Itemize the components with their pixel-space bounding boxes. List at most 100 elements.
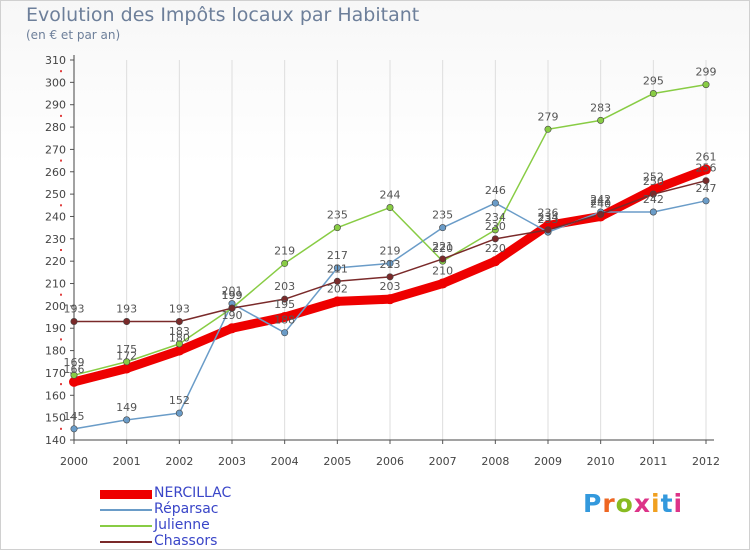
data-point-réparsac (702, 197, 710, 205)
data-label-nercillac: 240 (590, 197, 611, 210)
data-points (69, 81, 711, 433)
data-label-julienne: 199 (222, 289, 243, 302)
y-tick-label: 220 (45, 255, 66, 268)
y-tick-label: 160 (45, 389, 66, 402)
data-point-julienne (386, 204, 394, 212)
data-point-réparsac (123, 416, 131, 424)
legend-item-réparsac: Réparsac (100, 501, 300, 518)
x-tick-label: 2004 (271, 455, 299, 468)
y-minor-mark (60, 114, 62, 117)
x-tick-label: 2002 (165, 455, 193, 468)
y-minor-mark (60, 159, 62, 162)
x-tick-label: 2000 (60, 455, 88, 468)
legend-swatch (100, 525, 152, 527)
y-tick-label: 170 (45, 367, 66, 380)
data-point-réparsac (333, 264, 341, 272)
data-label-chassors: 256 (696, 162, 717, 175)
data-label-chassors: 213 (380, 258, 401, 271)
data-point-nercillac (174, 345, 185, 356)
data-label-julienne: 169 (64, 356, 85, 369)
data-point-nercillac (701, 164, 711, 175)
legend-swatch (100, 509, 152, 511)
y-minor-mark (60, 383, 62, 386)
data-label-nercillac: 195 (274, 298, 295, 311)
data-point-réparsac (281, 329, 289, 337)
data-label-réparsac: 242 (590, 193, 611, 206)
legend: NERCILLAC Réparsac Julienne Chassors (100, 485, 300, 550)
chart-subtitle: (en € et par an) (26, 28, 121, 42)
data-label-julienne: 295 (643, 75, 664, 88)
data-point-chassors (281, 295, 289, 303)
data-point-julienne (597, 116, 605, 124)
data-label-réparsac: 242 (643, 193, 664, 206)
data-point-nercillac (121, 363, 132, 374)
tick-labels: 140 150 160 170 180 190 200 210 220 230 240 250 260 2… (45, 54, 720, 468)
data-point-julienne (175, 340, 183, 348)
data-point-réparsac (649, 208, 657, 216)
logo-letter: i (673, 489, 684, 518)
x-tick-label: 2006 (376, 455, 404, 468)
data-label-nercillac: 220 (485, 242, 506, 255)
data-label-nercillac: 252 (643, 171, 664, 184)
chart-title: Evolution des Impôts locaux par Habitant (26, 4, 420, 26)
legend-label: Réparsac (154, 501, 219, 517)
logo-letter: i (651, 489, 661, 518)
y-minor-mark (60, 70, 62, 73)
y-tick-label: 240 (45, 210, 66, 223)
data-label-réparsac: 246 (485, 184, 506, 197)
data-label-réparsac: 217 (327, 249, 348, 262)
data-point-nercillac (279, 312, 290, 323)
data-point-chassors (228, 304, 236, 312)
y-minor-mark (60, 338, 62, 341)
proxiti-logo: Proxiti (583, 489, 683, 518)
data-point-chassors (439, 255, 447, 263)
data-point-réparsac (386, 259, 394, 267)
data-label-chassors: 250 (643, 175, 664, 188)
data-point-chassors (491, 235, 499, 243)
data-label-réparsac: 201 (222, 285, 243, 298)
axes (60, 55, 714, 444)
data-point-nercillac (332, 296, 343, 307)
data-point-réparsac (175, 409, 183, 417)
data-point-julienne (333, 224, 341, 232)
x-tick-label: 2012 (692, 455, 720, 468)
legend-label: NERCILLAC (154, 485, 232, 501)
data-label-réparsac: 235 (432, 209, 453, 222)
data-labels: 166 172 180 190 195 202 203 210 220 236 240 252 261 1… (64, 66, 717, 423)
data-label-nercillac: 210 (432, 265, 453, 278)
legend-swatch (100, 541, 152, 543)
data-point-chassors (597, 210, 605, 218)
data-label-chassors: 203 (274, 280, 295, 293)
y-tick-label: 150 (45, 412, 66, 425)
data-label-julienne: 220 (432, 242, 453, 255)
data-label-julienne: 299 (696, 66, 717, 79)
y-tick-label: 180 (45, 345, 66, 358)
data-label-chassors: 193 (116, 303, 137, 316)
data-point-julienne (123, 358, 131, 366)
x-tick-label: 2011 (639, 455, 667, 468)
data-point-julienne (70, 371, 78, 379)
data-point-julienne (491, 226, 499, 234)
data-label-nercillac: 202 (327, 282, 348, 295)
y-tick-label: 190 (45, 322, 66, 335)
data-point-nercillac (385, 294, 395, 305)
data-label-réparsac: 149 (116, 401, 137, 414)
data-label-julienne: 244 (380, 189, 401, 202)
x-tick-label: 2010 (587, 455, 615, 468)
legend-swatch (100, 489, 152, 499)
data-label-julienne: 234 (485, 211, 506, 224)
data-point-nercillac (227, 323, 237, 334)
data-label-chassors: 199 (222, 289, 243, 302)
data-point-julienne (281, 259, 289, 267)
data-point-julienne (702, 81, 710, 89)
legend-label: Chassors (154, 533, 218, 549)
data-point-nercillac (490, 256, 501, 267)
data-label-chassors: 211 (327, 262, 348, 275)
data-point-réparsac (70, 425, 78, 433)
data-point-chassors (544, 226, 552, 234)
logo-letter: o (615, 489, 634, 518)
data-label-julienne: 235 (327, 209, 348, 222)
y-tick-label: 300 (45, 76, 66, 89)
data-point-julienne (649, 90, 657, 98)
